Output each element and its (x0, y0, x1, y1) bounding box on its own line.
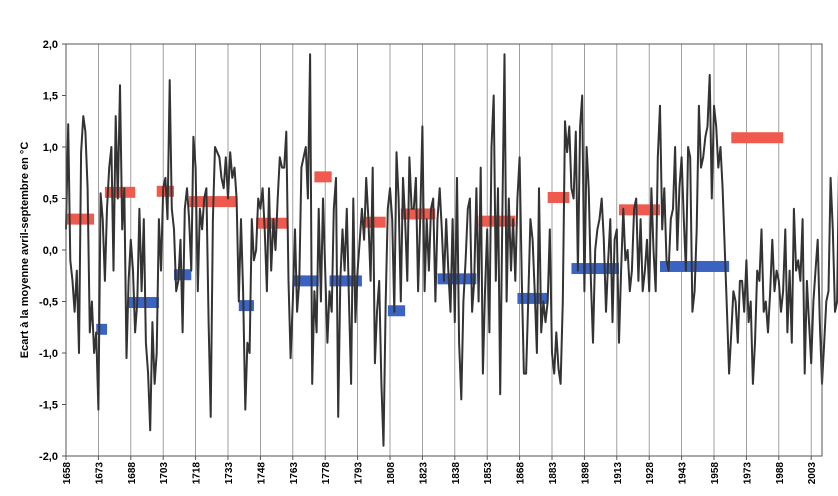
x-tick-label: 1658 (62, 462, 73, 485)
annual-series (65, 53, 838, 447)
x-tick-label: 1838 (451, 462, 462, 485)
y-tick-label: -1,0 (39, 348, 58, 360)
x-tick-label: 1748 (256, 462, 267, 485)
warm-period-mean-bar (731, 132, 784, 144)
y-tick-label: 0,0 (43, 245, 58, 257)
cold-period-mean-bar (437, 273, 477, 285)
x-tick-label: 1868 (516, 462, 527, 485)
warm-period-mean-bar (314, 171, 332, 183)
cold-period-mean-bar (128, 297, 159, 309)
y-axis-label: Ecart à la moyenne avril-septembre en °C (19, 142, 31, 359)
y-tick-label: 1,5 (43, 91, 58, 103)
x-tick-label: 1973 (742, 462, 753, 485)
y-tick-label: 0,5 (43, 194, 58, 206)
x-tick-label: 1823 (418, 462, 429, 485)
x-tick-label: 1898 (580, 462, 591, 485)
y-tick-label: -0,5 (39, 297, 58, 309)
x-tick-label: 1913 (613, 462, 624, 485)
x-tick-label: 1958 (710, 462, 721, 485)
cold-period-mean-bar (517, 292, 548, 304)
x-tick-label: 1778 (321, 462, 332, 485)
x-tick-label: 1793 (354, 462, 365, 485)
warm-period-mean-bar (104, 186, 136, 198)
x-tick-label: 1883 (548, 462, 559, 485)
x-tick-label: 1928 (645, 462, 656, 485)
cold-period-mean-bar (238, 300, 254, 312)
x-tick-label: 1718 (192, 462, 203, 485)
warm-period-mean-bar (400, 208, 436, 220)
x-tick-label: 1808 (386, 462, 397, 485)
y-axis-ticks: 2,0 1,5 1,0 0,5 0,0 -0,5 -1,0 -1,5 -2,0 (39, 39, 66, 463)
x-axis-ticks: 1658 1673 1688 1703 1718 1733 1748 1763 1778 1793… (62, 456, 818, 484)
x-tick-label: 1763 (289, 462, 300, 485)
y-tick-label: -1,5 (39, 400, 58, 412)
x-tick-label: 1853 (483, 462, 494, 485)
x-tick-label: 1703 (159, 462, 170, 485)
x-tick-label: 2003 (807, 462, 818, 485)
warm-period-mean-bar (364, 216, 386, 228)
x-tick-label: 1673 (94, 462, 105, 485)
x-tick-label: 1988 (775, 462, 786, 485)
warm-period-mean-bar (618, 204, 660, 216)
warm-period-mean-bar (547, 191, 570, 203)
x-tick-label: 1688 (127, 462, 138, 485)
x-tick-label: 1733 (224, 462, 235, 485)
y-tick-label: 1,0 (43, 142, 58, 154)
x-tick-label: 1943 (678, 462, 689, 485)
cold-period-mean-bar (329, 275, 362, 287)
series-line (65, 53, 838, 447)
cold-period-mean-bar (96, 323, 108, 335)
cold-period-mean-bar (387, 305, 406, 317)
y-tick-label: 2,0 (43, 39, 58, 51)
cold-period-mean-bar (292, 275, 319, 287)
y-tick-label: -2,0 (39, 451, 58, 463)
